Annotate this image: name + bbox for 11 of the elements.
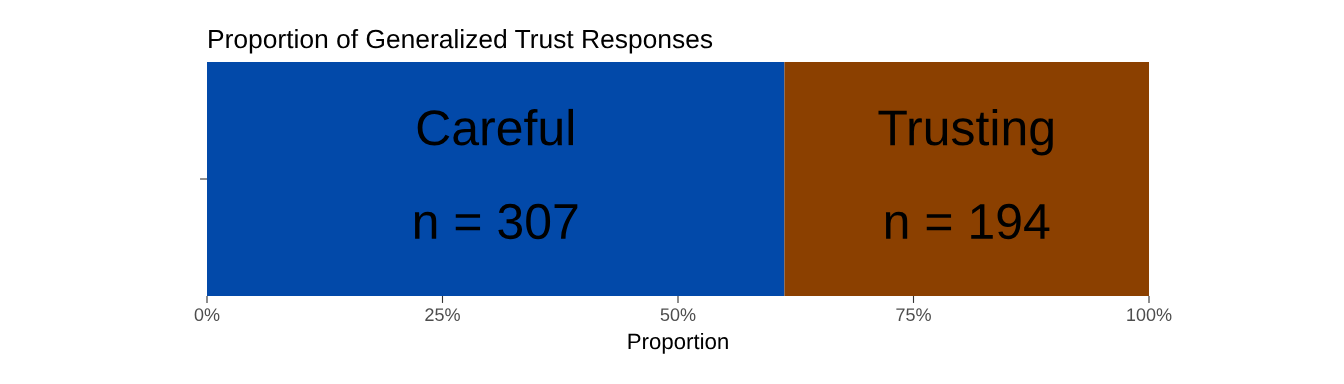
chart-title: Proportion of Generalized Trust Responses [209,28,713,54]
x-tick-label: 75% [896,308,931,322]
annotation: n = 307 [414,203,578,240]
annotation: n = 194 [885,203,1050,240]
x-axis-title: Proportion [628,332,728,354]
x-tick-label: 100% [1127,308,1172,322]
x-tick-label: 50% [660,308,696,322]
x-tick-label: 25% [425,308,460,322]
series-label: Careful [417,108,573,146]
series-label: Trusting [878,108,1053,156]
x-tick-label: 0% [194,308,220,322]
